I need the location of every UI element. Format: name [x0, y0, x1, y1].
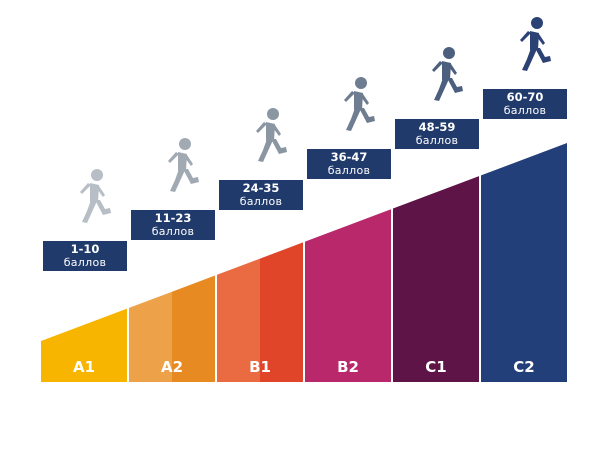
score-range: 48-59 — [418, 120, 456, 134]
level-band-a2-2 — [172, 275, 215, 382]
score-box-c2: 60-70 баллов — [482, 88, 568, 120]
level-label: A1 — [73, 358, 95, 376]
walking-person-icon — [432, 47, 463, 101]
score-unit: баллов — [151, 225, 195, 238]
level-label: A2 — [161, 358, 183, 376]
score-unit: баллов — [503, 104, 547, 117]
walking-person-icon — [344, 77, 375, 131]
level-column-b2: B2 — [305, 209, 391, 382]
level-label: C1 — [425, 358, 446, 376]
level-column-a1: A1 — [41, 308, 127, 382]
level-band-b1-1 — [217, 258, 260, 382]
level-band-a1-1 — [41, 308, 127, 382]
level-band-b2-1 — [305, 209, 391, 382]
walking-person-icon — [80, 169, 111, 223]
score-unit: баллов — [327, 164, 371, 177]
score-range: 24-35 — [242, 181, 280, 195]
level-band-c2-1 — [481, 143, 567, 382]
walking-person-icon — [256, 108, 287, 162]
level-label: B1 — [249, 358, 271, 376]
score-box-a2: 11-23 баллов — [130, 209, 216, 241]
level-column-c2: C2 — [481, 143, 567, 382]
score-unit: баллов — [415, 134, 459, 147]
score-unit: баллов — [63, 256, 107, 269]
score-box-c1: 48-59 баллов — [394, 118, 480, 150]
score-range: 11-23 — [154, 211, 192, 225]
score-box-a1: 1-10 баллов — [42, 240, 128, 272]
walking-person-icon — [520, 17, 551, 71]
level-band-c1-1 — [393, 176, 479, 382]
score-range: 60-70 — [506, 90, 544, 104]
level-column-b1: B1 — [217, 242, 303, 382]
level-column-a2: A2 — [129, 275, 215, 382]
score-range: 36-47 — [330, 150, 368, 164]
level-column-c1: C1 — [393, 176, 479, 382]
level-band-b1-2 — [260, 242, 303, 382]
level-label: B2 — [337, 358, 359, 376]
walking-person-icon — [168, 138, 199, 192]
score-unit: баллов — [239, 195, 283, 208]
score-box-b1: 24-35 баллов — [218, 179, 304, 211]
score-box-b2: 36-47 баллов — [306, 148, 392, 180]
level-label: C2 — [513, 358, 534, 376]
score-range: 1-10 — [70, 242, 100, 256]
level-band-a2-1 — [129, 291, 172, 382]
